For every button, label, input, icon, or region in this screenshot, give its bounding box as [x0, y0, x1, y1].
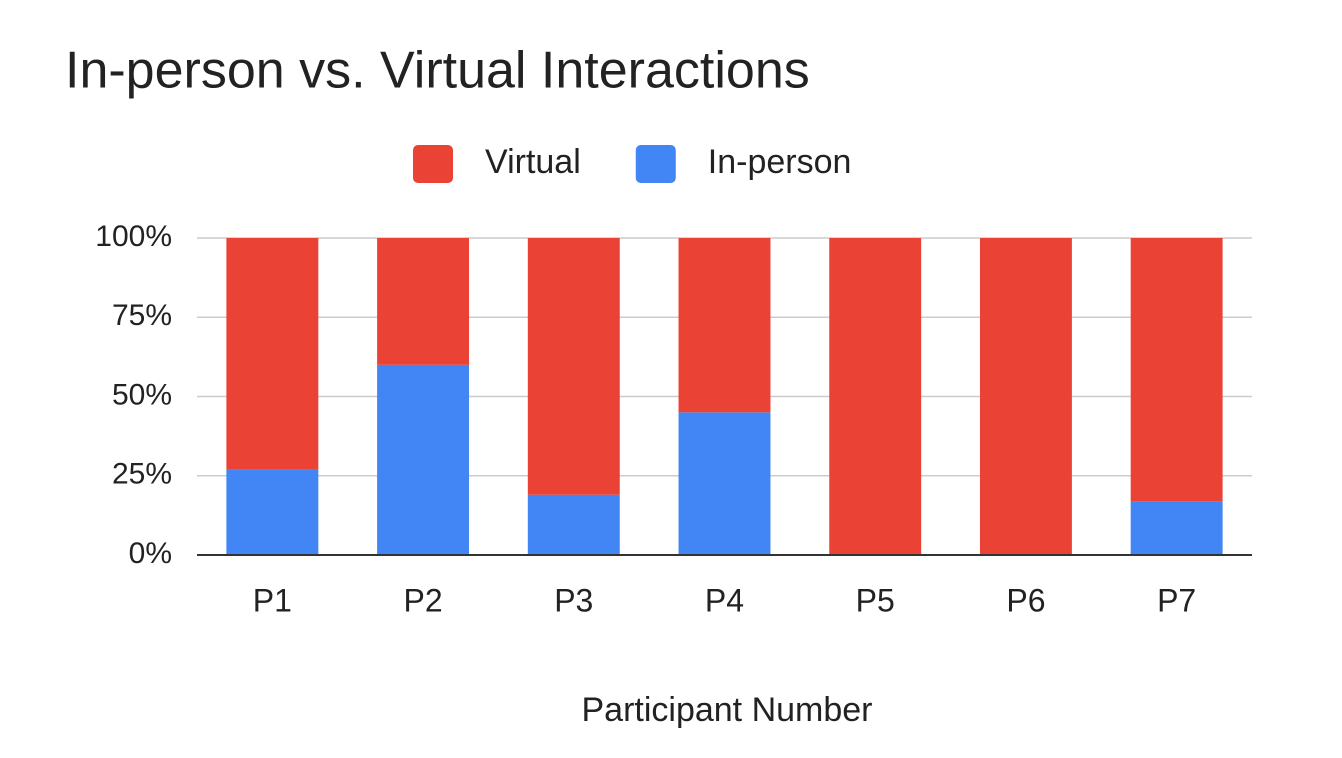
legend-label: Virtual: [485, 143, 581, 181]
y-tick-label: 75%: [112, 299, 172, 332]
bar-segment: [979, 238, 1072, 555]
bar-segment: [377, 238, 470, 365]
x-tick-label: P5: [856, 582, 895, 618]
bar-segment: [527, 238, 620, 495]
y-tick-label: 0%: [129, 537, 172, 570]
bar-segment: [829, 238, 922, 555]
x-tick-label: P6: [1006, 582, 1045, 618]
legend-swatch: [635, 145, 676, 183]
x-tick-label: P1: [253, 582, 292, 618]
bar-segment: [527, 494, 620, 555]
y-tick-label: 100%: [95, 220, 172, 253]
chart-title: In-person vs. Virtual Interactions: [65, 42, 810, 100]
bar-segment: [1130, 238, 1223, 502]
bar-segment: [226, 469, 319, 555]
x-axis-title: Participant Number: [581, 691, 872, 729]
bar-segment: [678, 238, 771, 413]
bar-segment: [226, 238, 319, 470]
bar-segment: [377, 364, 470, 555]
y-tick-label: 50%: [112, 378, 172, 411]
y-tick-label: 25%: [112, 458, 172, 491]
x-tick-label: P2: [404, 582, 443, 618]
bar-segment: [678, 412, 771, 555]
x-tick-label: P4: [705, 582, 744, 618]
bar-segment: [1130, 501, 1223, 555]
legend-label: In-person: [708, 143, 852, 181]
legend-swatch: [413, 145, 453, 183]
x-tick-label: P7: [1157, 582, 1196, 618]
x-tick-label: P3: [554, 582, 593, 618]
